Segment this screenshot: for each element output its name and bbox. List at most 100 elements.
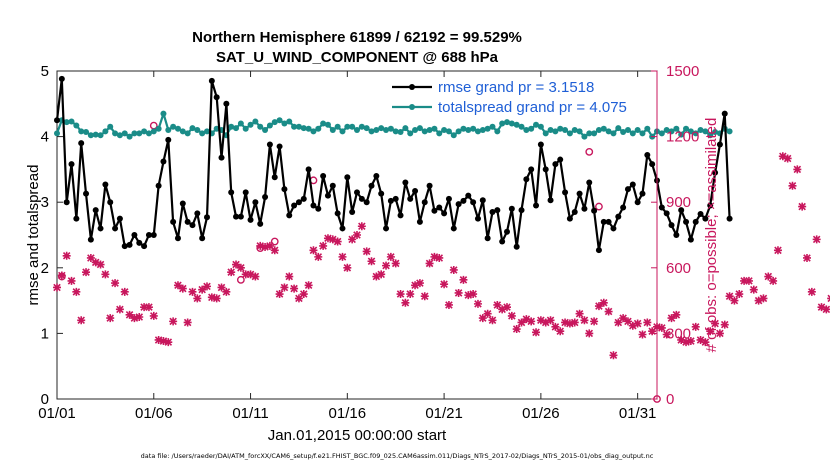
- series-point: [237, 120, 244, 127]
- series-point: [547, 127, 554, 134]
- series-point: [179, 200, 186, 207]
- x-tick-label: 01/31: [619, 405, 657, 422]
- obs-assimilated-marker: [580, 316, 589, 325]
- obs-assimilated-marker: [236, 263, 245, 272]
- series-point: [189, 125, 196, 132]
- series-point: [678, 207, 685, 214]
- series-point: [262, 193, 269, 200]
- series-point: [121, 130, 128, 137]
- obs-assimilated-marker: [86, 253, 95, 262]
- obs-assimilated-marker: [67, 276, 76, 285]
- series-point: [416, 125, 423, 132]
- legend-spread-label: totalspread grand pr = 4.075: [438, 99, 627, 116]
- obs-assimilated-marker: [386, 252, 395, 261]
- series-point: [455, 201, 462, 208]
- series-point: [499, 238, 506, 245]
- x-tick-label: 01/26: [522, 405, 560, 422]
- series-point: [595, 127, 602, 134]
- series-point: [266, 141, 273, 148]
- series-point: [58, 75, 65, 82]
- series-point: [712, 129, 719, 136]
- obs-assimilated-marker: [198, 285, 207, 294]
- series-point: [387, 197, 394, 204]
- series-point: [339, 128, 346, 135]
- obs-assimilated-marker: [362, 247, 371, 256]
- series-point: [179, 128, 186, 135]
- series-point: [692, 130, 699, 137]
- obs-assimilated-marker: [164, 338, 173, 347]
- series-point: [615, 125, 622, 132]
- obs-assimilated-marker: [822, 305, 830, 314]
- series-point: [533, 202, 540, 209]
- series-point: [407, 195, 414, 202]
- y-tick-label-right: 0: [666, 391, 674, 408]
- obs-assimilated-marker: [391, 259, 400, 268]
- legend-rmse-marker: [409, 84, 415, 90]
- series-point: [136, 130, 143, 137]
- series-point: [537, 141, 544, 148]
- series-point: [542, 130, 549, 137]
- obs-assimilated-marker: [478, 314, 487, 323]
- series-point: [107, 123, 114, 130]
- series-point: [170, 218, 177, 225]
- series-point: [687, 236, 694, 243]
- obs-assimilated-marker: [154, 335, 163, 344]
- series-point: [324, 121, 331, 128]
- obs-assimilated-marker: [430, 252, 439, 261]
- series-point: [639, 190, 646, 197]
- obs-assimilated-marker: [367, 257, 376, 266]
- series-point: [426, 182, 433, 189]
- obs-assimilated-marker: [682, 338, 691, 347]
- series-point: [126, 241, 133, 248]
- series-point: [281, 120, 288, 127]
- obs-assimilated-marker: [769, 276, 778, 285]
- x-tick-label: 01/16: [329, 405, 367, 422]
- series-point: [455, 128, 462, 135]
- obs-assimilated-marker: [469, 290, 478, 299]
- series-point: [673, 232, 680, 238]
- obs-assimilated-marker: [203, 282, 211, 291]
- series-point: [373, 172, 380, 179]
- series-point: [291, 123, 298, 130]
- series-point: [112, 225, 119, 232]
- obs-assimilated-marker: [348, 235, 357, 244]
- series-point: [160, 158, 167, 165]
- obs-possible-marker: [595, 202, 603, 211]
- series-point: [571, 209, 578, 216]
- series-point: [213, 94, 220, 101]
- obs-assimilated-marker: [473, 299, 482, 308]
- obs-assimilated-marker: [411, 281, 420, 290]
- series-point: [368, 128, 375, 135]
- series-point: [600, 125, 607, 132]
- series-point: [116, 132, 123, 139]
- series-point: [407, 130, 414, 137]
- obs-assimilated-marker: [807, 287, 816, 296]
- y-axis-label-left: rmse and totalspread: [25, 165, 42, 306]
- obs-assimilated-marker: [53, 283, 61, 292]
- series-point: [557, 156, 564, 163]
- obs-assimilated-marker: [396, 290, 405, 299]
- series-point: [228, 123, 235, 130]
- series-point: [310, 128, 317, 135]
- series-point: [378, 125, 385, 132]
- obs-assimilated-marker: [812, 235, 821, 244]
- series-point: [320, 172, 327, 179]
- series-point: [315, 125, 322, 132]
- obs-assimilated-marker: [333, 237, 342, 246]
- obs-assimilated-marker: [585, 329, 594, 338]
- x-tick-label: 01/11: [232, 405, 268, 422]
- series-point: [310, 202, 317, 209]
- y-tick-label-left: 2: [41, 260, 49, 277]
- series-point: [605, 218, 612, 225]
- obs-assimilated-marker: [140, 303, 149, 312]
- obs-assimilated-marker: [744, 276, 753, 285]
- series-point: [247, 121, 254, 128]
- series-point: [523, 127, 530, 134]
- series-point: [552, 128, 559, 135]
- series-point: [508, 205, 515, 212]
- obs-assimilated-marker: [135, 313, 144, 321]
- series-point: [344, 123, 351, 130]
- obs-assimilated-marker: [173, 281, 182, 290]
- series-point: [160, 110, 167, 117]
- series-point: [702, 128, 709, 135]
